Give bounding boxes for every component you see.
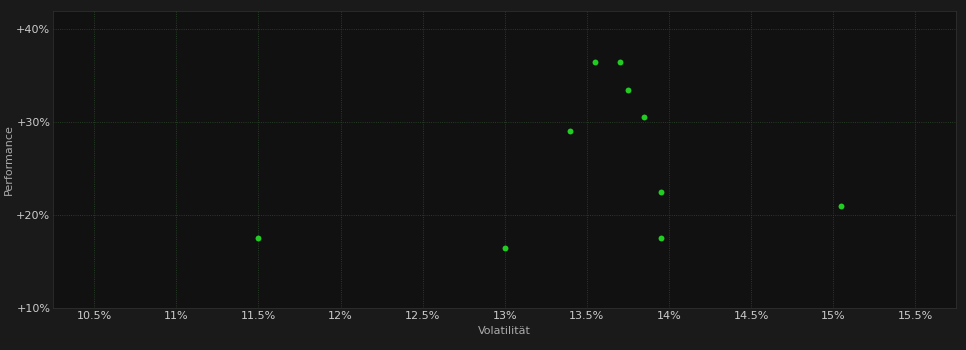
Point xyxy=(834,203,849,209)
Point xyxy=(251,236,267,241)
Point xyxy=(653,189,668,195)
Point xyxy=(497,245,513,250)
X-axis label: Volatilität: Volatilität xyxy=(478,326,531,336)
Point xyxy=(620,87,636,92)
Y-axis label: Performance: Performance xyxy=(4,124,14,195)
Point xyxy=(653,236,668,241)
Point xyxy=(563,128,579,134)
Point xyxy=(611,59,627,64)
Point xyxy=(637,114,652,120)
Point xyxy=(587,59,603,64)
